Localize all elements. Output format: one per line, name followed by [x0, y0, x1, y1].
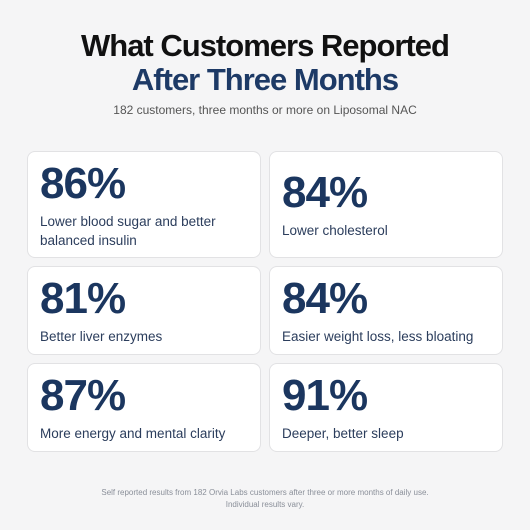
stat-value: 84%: [282, 168, 368, 217]
stat-card: 84% Lower cholesterol: [269, 151, 503, 258]
stat-label: Easier weight loss, less bloating: [282, 329, 474, 344]
stat-card: 87% More energy and mental clarity: [27, 363, 261, 452]
stat-card: 86% Lower blood sugar and better balanced…: [27, 151, 261, 258]
stat-label: Lower blood sugar and better balanced in…: [40, 213, 216, 248]
stat-value: 86%: [40, 158, 126, 208]
footnote: Self reported results from 182 Orvia Lab…: [101, 488, 429, 497]
stat-label: More energy and mental clarity: [40, 426, 226, 441]
stat-label: Deeper, better sleep: [282, 426, 404, 441]
stat-card: 81% Better liver enzymes: [27, 266, 261, 355]
stat-value: 87%: [40, 371, 126, 420]
title: What Customers Reported: [81, 28, 450, 63]
card-grid: 86% Lower blood sugar and better balanced…: [27, 151, 503, 452]
stat-card: 91% Deeper, better sleep: [269, 363, 503, 452]
stat-label: Lower cholesterol: [282, 223, 388, 238]
stat-label: Better liver enzymes: [40, 329, 163, 344]
stat-value: 81%: [40, 274, 126, 323]
stat-value: 91%: [282, 371, 368, 420]
subtitle: 182 customers, three months or more on L…: [113, 103, 417, 117]
stat-card: 84% Easier weight loss, less bloating: [269, 266, 503, 355]
title-accent: After Three Months: [131, 62, 399, 97]
stat-value: 84%: [282, 274, 368, 323]
footnote: Individual results vary.: [225, 500, 305, 509]
